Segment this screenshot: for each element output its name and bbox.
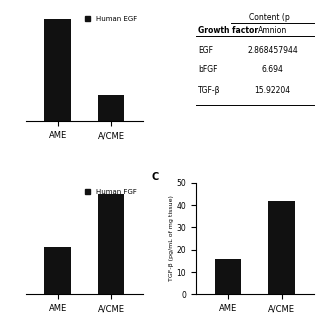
- Bar: [215, 259, 242, 294]
- Text: EGF: EGF: [198, 46, 213, 55]
- Y-axis label: TGF-β (pg/mL of mg tissue): TGF-β (pg/mL of mg tissue): [169, 196, 174, 282]
- Text: bFGF: bFGF: [198, 66, 218, 75]
- Legend: Human FGF: Human FGF: [82, 186, 140, 198]
- Text: 15.92204: 15.92204: [254, 85, 291, 94]
- Text: Amnion: Amnion: [258, 26, 287, 35]
- Bar: [44, 19, 71, 121]
- Text: Content (p: Content (p: [249, 13, 289, 22]
- Text: Growth factor: Growth factor: [198, 26, 259, 35]
- Text: C: C: [151, 172, 159, 181]
- Bar: [98, 95, 124, 121]
- Text: TGF-β: TGF-β: [198, 85, 221, 94]
- Bar: [44, 247, 71, 294]
- Legend: Human EGF: Human EGF: [82, 13, 140, 25]
- Bar: [98, 194, 124, 294]
- Text: 6.694: 6.694: [261, 66, 284, 75]
- Bar: [268, 201, 295, 294]
- Text: 2.868457944: 2.868457944: [247, 46, 298, 55]
